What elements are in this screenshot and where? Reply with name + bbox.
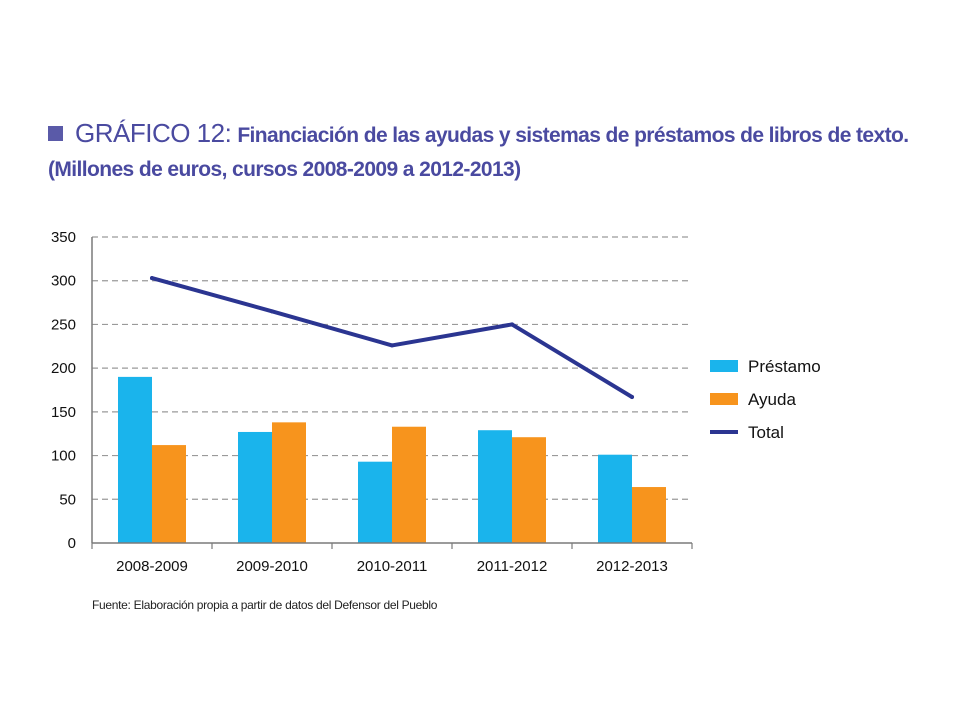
bar-prestamo [238, 431, 272, 543]
chart-subtitle: (Millones de euros, cursos 2008-2009 a 2… [48, 158, 521, 181]
y-tick-label: 300 [51, 273, 76, 290]
bar-prestamo [478, 430, 512, 543]
chart-number: GRÁFICO 12: [75, 118, 232, 148]
bar-prestamo [118, 376, 152, 543]
y-tick-label: 200 [51, 360, 76, 377]
bar-ayuda [512, 437, 546, 543]
x-tick-label: 2008-2009 [116, 558, 188, 575]
legend-swatch-prestamo [710, 360, 738, 372]
line-point-total [390, 343, 394, 348]
y-tick-label: 150 [51, 404, 76, 421]
chart-title-line: GRÁFICO 12: Financiación de las ayudas y… [48, 116, 928, 153]
bar-ayuda [152, 445, 186, 543]
y-tick-label: 0 [68, 535, 76, 552]
bar-prestamo [598, 454, 632, 543]
series-line-total [150, 276, 634, 399]
bar-prestamo [358, 461, 392, 543]
legend-label: Ayuda [748, 390, 796, 409]
x-tick-label: 2012-2013 [596, 558, 668, 575]
line-point-total [510, 322, 514, 327]
line-point-total [630, 394, 634, 399]
x-tick-label: 2011-2012 [477, 558, 548, 575]
x-tick-label: 2009-2010 [236, 558, 308, 575]
y-tick-label: 350 [51, 229, 76, 246]
title-bullet-square [48, 126, 63, 142]
y-tick-label: 100 [51, 448, 76, 465]
legend-swatch-ayuda [710, 393, 738, 405]
source-note: Fuente: Elaboración propia a partir de d… [92, 598, 438, 612]
y-tick-label: 50 [59, 491, 76, 508]
line-point-total [150, 276, 154, 281]
bar-ayuda [272, 422, 306, 543]
legend-label: Total [748, 423, 784, 442]
chart-title: Financiación de las ayudas y sistemas de… [237, 124, 909, 147]
chart-title-block: GRÁFICO 12: Financiación de las ayudas y… [48, 116, 928, 187]
y-tick-label: 250 [51, 316, 76, 333]
x-tick-label: 2010-2011 [357, 558, 428, 575]
bar-ayuda [392, 426, 426, 543]
line-point-total [270, 309, 274, 314]
legend-label: Préstamo [748, 357, 821, 376]
bar-ayuda [632, 487, 666, 543]
